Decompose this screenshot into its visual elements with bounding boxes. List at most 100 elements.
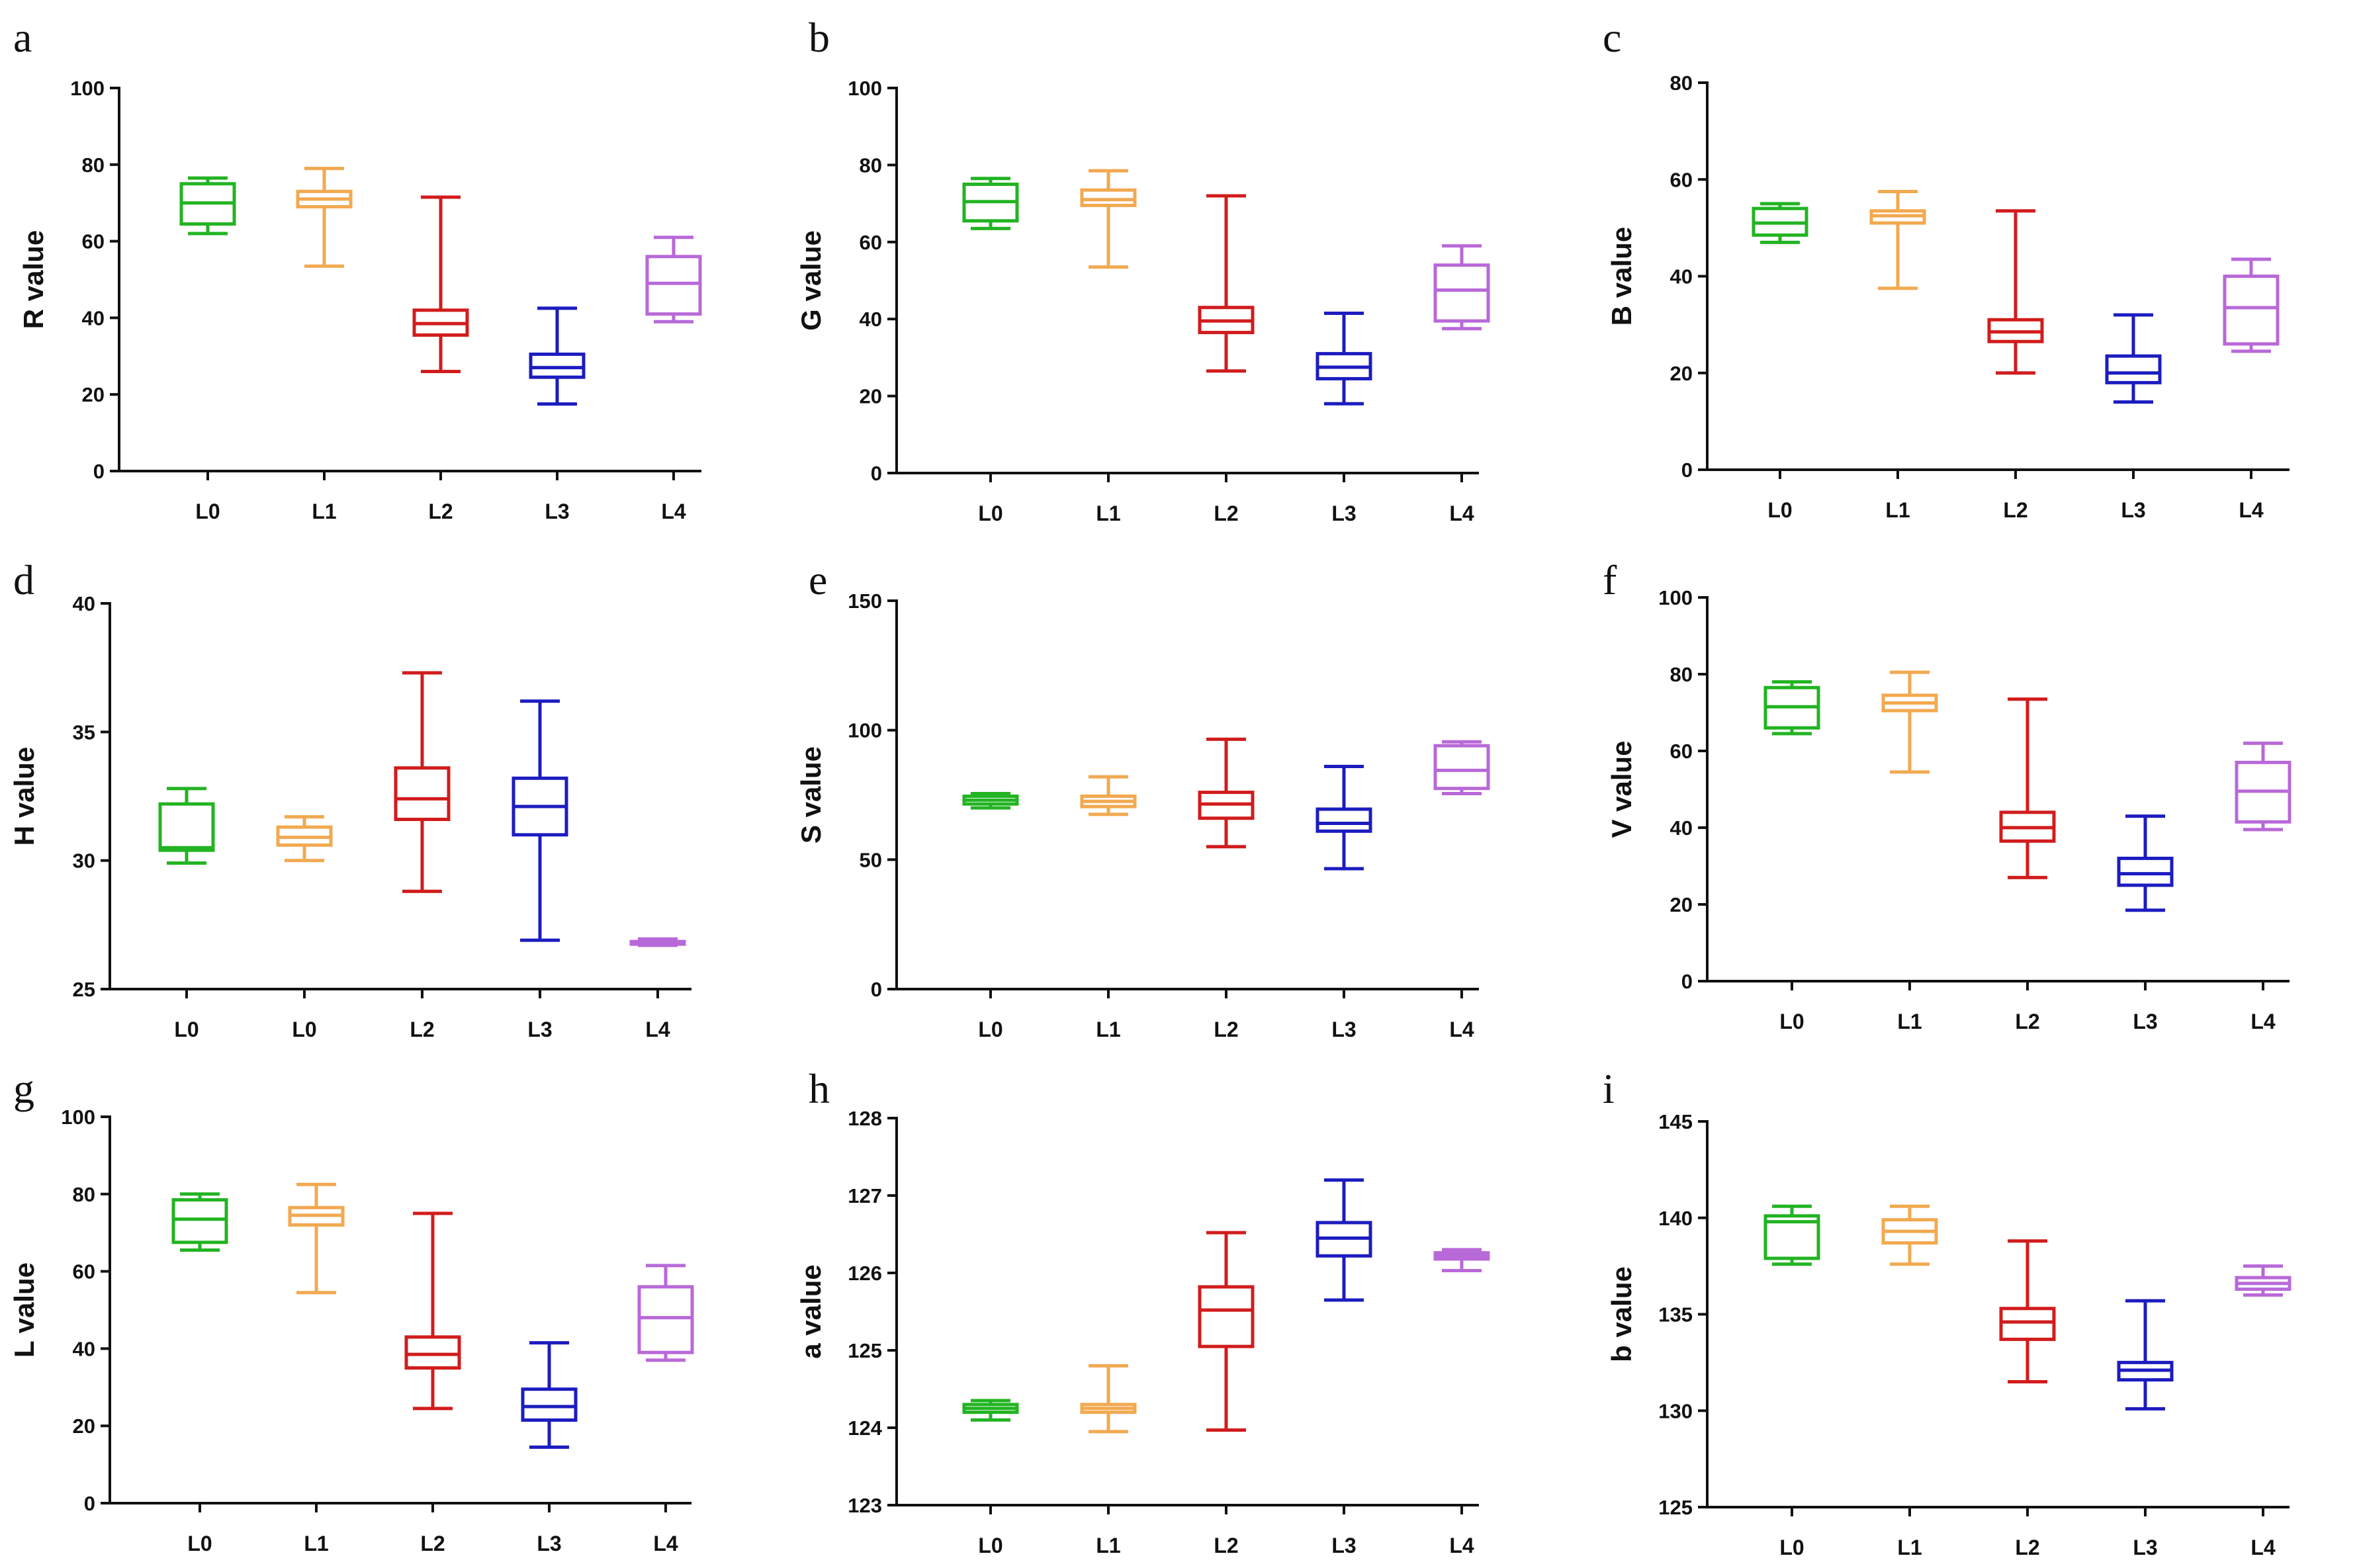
- box-l2-3: [394, 671, 451, 893]
- iqr-box: [1198, 1285, 1255, 1348]
- y-tick-label: 60: [73, 1260, 95, 1284]
- iqr-box: [637, 1285, 694, 1354]
- x-tick-label: L4: [1449, 1018, 1474, 1041]
- box-l4-5: [2235, 741, 2292, 832]
- box-l2-3: [1198, 194, 1255, 373]
- box-l2-3: [1999, 1239, 2056, 1384]
- y-tick-label: 20: [73, 1415, 95, 1438]
- panel-c: c B value 0 20 40 60 80 L0 L1 L2 L3 L4: [1603, 14, 2290, 522]
- y-tick-label: 125: [848, 1339, 882, 1362]
- box-l1-2: [296, 167, 353, 268]
- iqr-box: [529, 352, 586, 379]
- y-tick-label: 100: [848, 719, 882, 742]
- x-tick-label: L1: [1096, 1018, 1120, 1041]
- y-tick-label: 60: [1670, 740, 1693, 763]
- box-l4-5: [2235, 1264, 2292, 1297]
- panel-letter: g: [13, 1065, 34, 1112]
- box-l2-3: [1198, 737, 1255, 849]
- box-l0-1: [1763, 680, 1820, 736]
- y-tick-label: 80: [82, 153, 105, 177]
- panel-i: i b value 125 130 135 140 145 L0 L1 L2 L3 L4: [1603, 1065, 2292, 1559]
- box-l3-4: [2117, 814, 2174, 912]
- x-tick-label: L4: [1449, 1534, 1474, 1557]
- y-tick-label: 0: [1681, 970, 1693, 993]
- panel-f: f V value 0 20 40 60 80 100 L0 L1 L2 L3 L4: [1603, 556, 2292, 1033]
- panel-b: b G value 0 20 40 60 80 100 L0 L1 L2 L3 L4: [795, 14, 1490, 525]
- y-tick-label: 40: [73, 592, 95, 615]
- iqr-box: [1080, 188, 1137, 208]
- x-tick-label: L2: [420, 1532, 445, 1555]
- x-tick-label: L1: [1096, 501, 1120, 525]
- x-tick-label: L0: [1779, 1010, 1804, 1033]
- y-axis-label: L value: [9, 1262, 40, 1358]
- x-tick-label: L2: [1214, 1534, 1238, 1557]
- panel-letter: i: [1603, 1065, 1615, 1112]
- box-l0-1: [1752, 202, 1808, 244]
- box-l4-5: [1433, 244, 1490, 331]
- y-tick-label: 60: [860, 231, 882, 254]
- x-tick-label: L3: [1331, 501, 1356, 525]
- y-tick-label: 40: [1670, 816, 1693, 840]
- box-l0-1: [171, 1192, 228, 1252]
- box-l0-1: [1763, 1204, 1820, 1266]
- iqr-box: [1433, 263, 1490, 323]
- x-tick-label: L0: [187, 1532, 212, 1555]
- y-axis-label: a value: [795, 1264, 826, 1358]
- y-axis-label: G value: [795, 230, 826, 331]
- panel-letter: b: [809, 14, 830, 61]
- iqr-box: [171, 1198, 228, 1244]
- box-l4-5: [637, 1264, 694, 1362]
- y-tick-label: 140: [1658, 1207, 1693, 1230]
- y-tick-label: 124: [848, 1416, 882, 1440]
- x-tick-label: L3: [537, 1532, 561, 1555]
- box-l0-1: [962, 177, 1019, 230]
- box-l3-4: [521, 1341, 578, 1449]
- y-tick-label: 50: [860, 848, 882, 871]
- panel-e: e S value 0 50 100 150 L0 L1 L2 L3 L4: [795, 556, 1490, 1041]
- box-l4-5: [645, 236, 702, 324]
- y-tick-label: 130: [1658, 1399, 1693, 1422]
- x-tick-label: L0: [292, 1018, 316, 1041]
- y-tick-label: 60: [1670, 168, 1693, 191]
- x-tick-label: L2: [428, 500, 453, 523]
- x-tick-label: L0: [978, 501, 1002, 525]
- box-l2-3: [1999, 697, 2056, 879]
- box-l2-3: [412, 195, 469, 373]
- panel-d: d H value 25 30 35 40 L0 L0 L2 L3 L4: [9, 556, 691, 1041]
- x-tick-label: L2: [1214, 501, 1238, 525]
- x-tick-label: L4: [2239, 498, 2264, 522]
- y-tick-label: 128: [848, 1107, 882, 1130]
- x-tick-label: L4: [645, 1018, 670, 1041]
- iqr-box: [2223, 275, 2280, 346]
- x-tick-label: L2: [2015, 1536, 2039, 1559]
- box-l4-5: [2223, 257, 2280, 353]
- box-l0-2: [276, 815, 333, 863]
- y-axis-label: H value: [9, 747, 40, 846]
- x-tick-label: L3: [2133, 1536, 2157, 1559]
- y-tick-label: 0: [1681, 458, 1693, 482]
- x-tick-label: L2: [410, 1018, 434, 1041]
- y-axis-label: b value: [1606, 1266, 1637, 1362]
- x-tick-label: L2: [2003, 498, 2027, 522]
- y-axis-label: R value: [18, 230, 49, 329]
- y-tick-label: 20: [1670, 362, 1693, 385]
- iqr-box: [645, 255, 702, 316]
- y-tick-label: 0: [93, 460, 105, 483]
- box-l3-4: [2117, 1299, 2174, 1411]
- x-tick-label: L0: [1779, 1536, 1804, 1559]
- x-tick-label: L1: [304, 1532, 328, 1555]
- box-l0-1: [179, 176, 236, 236]
- y-axis-label: S value: [795, 746, 826, 844]
- box-l1-2: [1080, 169, 1137, 269]
- box-l1-2: [1881, 1204, 1938, 1266]
- iqr-box: [1315, 807, 1372, 833]
- panel-a: a R value 0 20 40 60 80 100 L0 L1 L2 L3 L4: [13, 14, 702, 523]
- y-tick-label: 126: [848, 1262, 882, 1285]
- y-tick-label: 80: [860, 153, 882, 177]
- x-tick-label: L0: [978, 1534, 1002, 1557]
- x-tick-label: L3: [1331, 1018, 1356, 1041]
- y-tick-label: 80: [73, 1183, 95, 1206]
- box-l0-1: [962, 792, 1019, 810]
- y-tick-label: 100: [1658, 586, 1693, 609]
